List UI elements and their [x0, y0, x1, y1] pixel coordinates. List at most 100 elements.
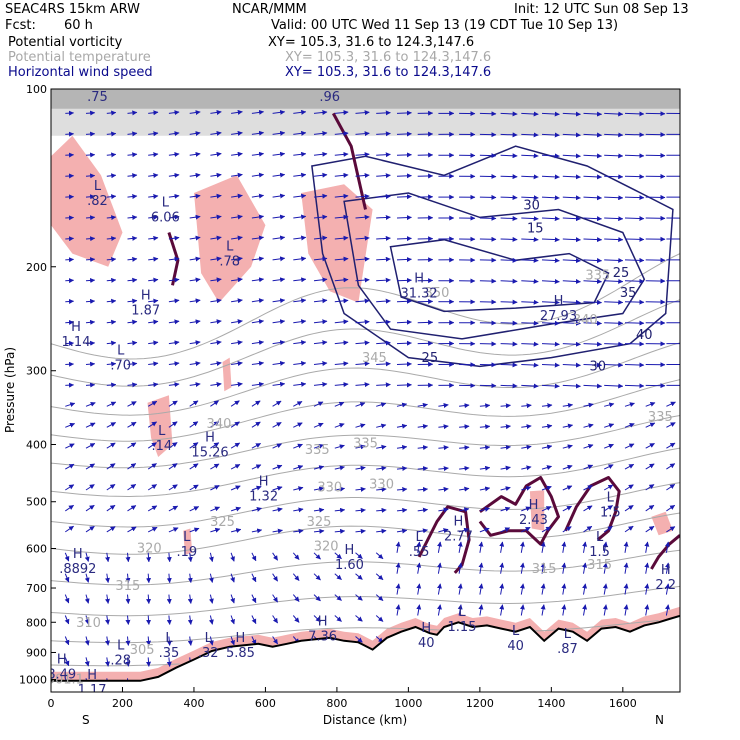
- wind-vector: [602, 604, 608, 616]
- wind-vector: [438, 466, 449, 472]
- wind-vector: [272, 636, 279, 645]
- wind-vector: [500, 527, 511, 533]
- wind-vector: [541, 111, 560, 117]
- wind-vector: [334, 361, 349, 367]
- wind-vector: [521, 341, 539, 347]
- wind-vector: [208, 594, 214, 604]
- theta-contour: [51, 585, 680, 617]
- wind-vector: [499, 562, 505, 574]
- wind-vector: [85, 361, 96, 367]
- wind-vector: [293, 235, 307, 241]
- wind-vector: [604, 153, 624, 159]
- wind-vector: [106, 463, 116, 470]
- wind-vector: [583, 485, 593, 491]
- wind-vector: [334, 319, 349, 325]
- wind-vector: [251, 381, 265, 387]
- wind-vector: [562, 464, 573, 470]
- wind-vector: [355, 573, 363, 580]
- wind-vector: [189, 151, 201, 157]
- wind-vector: [479, 445, 491, 451]
- wind-vector: [106, 340, 117, 346]
- wind-vector: [334, 298, 349, 304]
- wind-vector: [416, 604, 422, 616]
- wind-vector: [666, 442, 676, 449]
- wind-vector: [147, 505, 158, 512]
- wind-vector: [166, 552, 172, 563]
- high-marker: H: [414, 271, 424, 286]
- wind-vector: [500, 153, 518, 159]
- wind-vector: [293, 422, 303, 428]
- wind-vector: [166, 657, 172, 667]
- south-label: S: [82, 713, 90, 727]
- extremum-value-label: 1.14: [62, 335, 91, 350]
- low-marker: L: [94, 75, 102, 90]
- wind-vector: [355, 193, 370, 199]
- wind-vector: [500, 506, 511, 512]
- low-marker: L: [607, 490, 615, 505]
- wind-vector: [125, 552, 131, 563]
- wind-vector: [251, 507, 262, 512]
- wind-vector: [541, 444, 553, 450]
- wind-vector: [334, 214, 349, 220]
- wind-vector: [376, 486, 387, 492]
- wind-vector: [106, 131, 117, 137]
- wind-vector: [500, 362, 518, 368]
- wind-vector: [85, 504, 95, 512]
- wind-vector: [355, 361, 370, 367]
- wind-vector: [376, 382, 391, 388]
- wind-vector: [105, 594, 110, 604]
- wind-vector: [251, 109, 265, 115]
- wind-vector: [65, 361, 75, 367]
- wind-vector: [230, 485, 241, 491]
- fcst-value: 60 h: [64, 18, 93, 33]
- wind-vector: [395, 583, 401, 595]
- wind-vector: [251, 485, 262, 491]
- theta-contour: [51, 512, 680, 555]
- theta-contour-label: 330: [317, 480, 342, 495]
- wind-vector: [519, 541, 525, 553]
- wind-vector: [292, 573, 300, 581]
- wind-vector: [168, 319, 180, 325]
- wind-vector: [189, 340, 201, 346]
- wind-vector: [85, 382, 96, 388]
- wind-vector: [376, 235, 391, 241]
- wind-vector: [231, 319, 243, 325]
- wind-vector: [375, 615, 384, 622]
- wind-vector: [541, 506, 552, 512]
- wind-speed-contour: [389, 238, 610, 313]
- y-tick-label: 100: [26, 83, 47, 96]
- north-label: N: [655, 713, 664, 727]
- wind-vector: [666, 526, 676, 533]
- wind-vector: [583, 423, 594, 429]
- wind-vector: [106, 483, 116, 491]
- wind-vector: [500, 465, 511, 471]
- wind-vector: [334, 256, 349, 262]
- extremum-value-label: .96: [319, 90, 340, 105]
- extremum-value-label: 2.77: [444, 529, 473, 544]
- wind-vector: [541, 403, 553, 409]
- wind-vector: [396, 110, 412, 116]
- wind-vector: [251, 151, 265, 157]
- wind-vector: [562, 237, 581, 243]
- wind-vector: [127, 401, 137, 407]
- wind-vector: [251, 421, 261, 428]
- extremum-value-label: .78: [219, 255, 240, 270]
- wind-vector: [125, 594, 131, 605]
- wind-vector: [313, 615, 321, 623]
- wind-vector: [293, 464, 304, 470]
- high-marker: H: [73, 547, 83, 562]
- wind-vector: [64, 594, 70, 604]
- wind-vector: [355, 486, 366, 492]
- extremum-value-label: .55: [409, 545, 430, 560]
- wind-vector: [106, 277, 117, 283]
- wind-vector: [168, 172, 180, 178]
- wind-vector: [376, 110, 391, 116]
- wind-vector: [334, 528, 346, 534]
- wind-vector: [541, 195, 560, 201]
- wind-vector: [251, 235, 265, 241]
- wind-vector: [148, 256, 159, 262]
- wind-vector: [65, 152, 75, 158]
- wind-vector: [189, 319, 201, 325]
- wind-vector: [147, 442, 157, 449]
- extremum-value-label: .19: [176, 545, 197, 560]
